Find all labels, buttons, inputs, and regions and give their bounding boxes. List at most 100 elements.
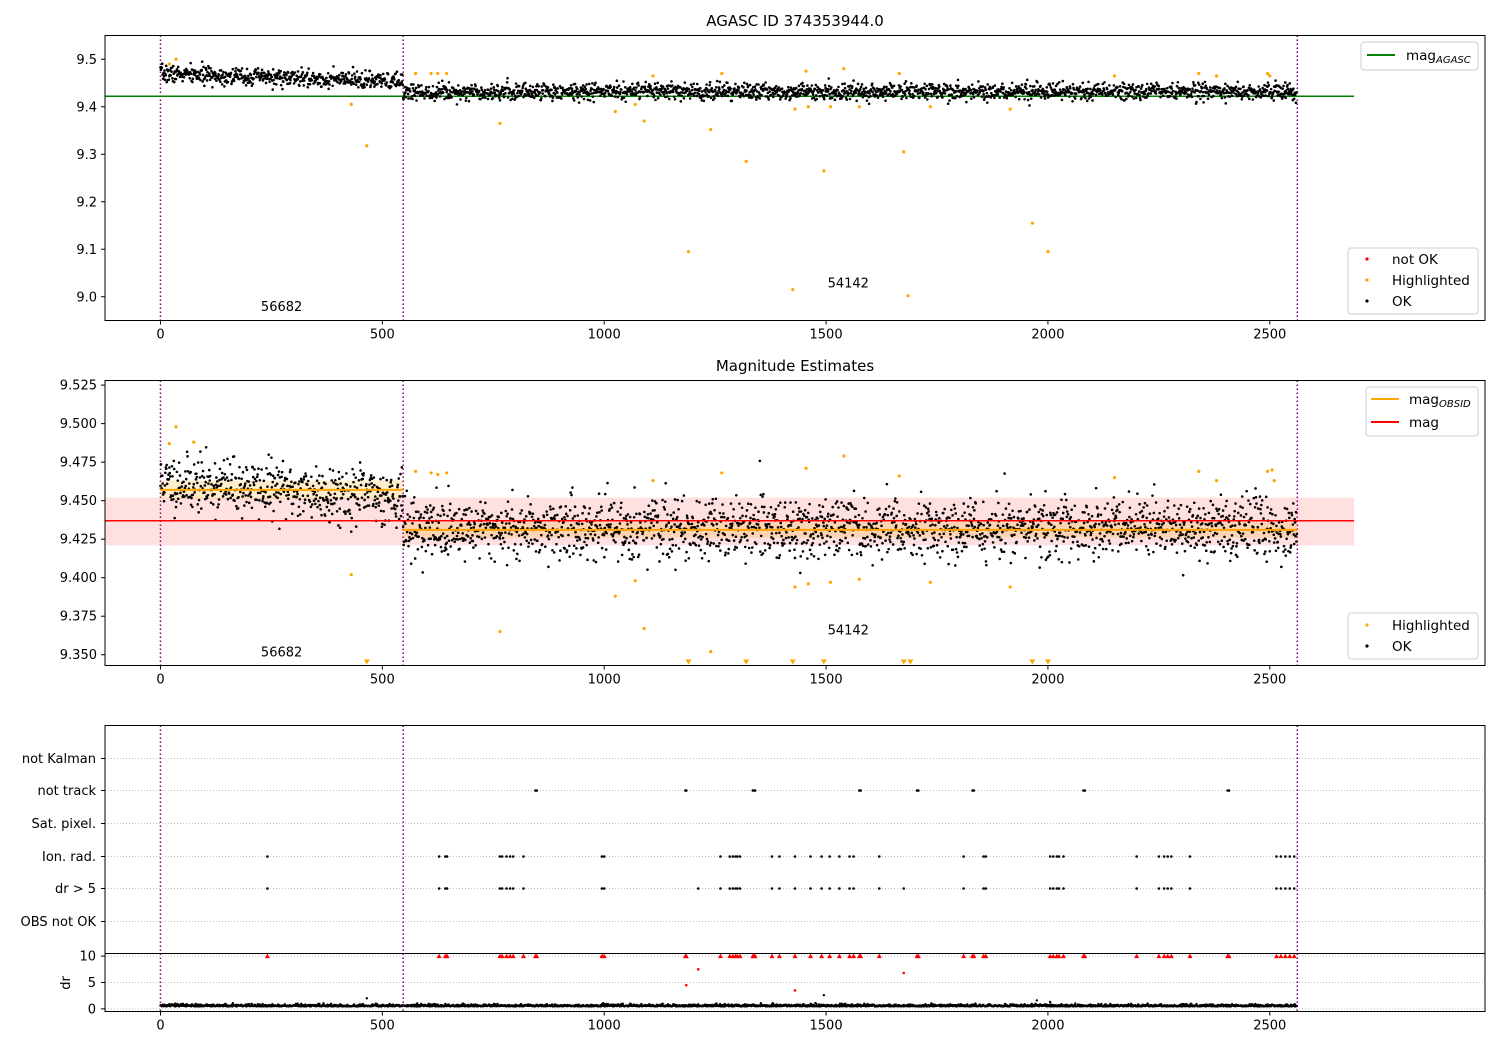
ok-point bbox=[1041, 514, 1045, 518]
ok-point bbox=[285, 477, 289, 481]
ok-point bbox=[556, 87, 560, 90]
ok-point bbox=[505, 563, 509, 567]
ok-point bbox=[679, 100, 683, 103]
ok-point bbox=[861, 95, 865, 99]
ok-point bbox=[707, 559, 711, 563]
x-tick-label: 2500 bbox=[1253, 328, 1286, 343]
ok-point bbox=[683, 531, 687, 534]
ok-point bbox=[710, 512, 713, 516]
ok-point bbox=[608, 526, 612, 529]
ok-point bbox=[198, 476, 202, 479]
ok-point bbox=[828, 92, 831, 96]
ok-point bbox=[576, 96, 580, 99]
ok-point bbox=[1053, 88, 1057, 91]
ok-point bbox=[1054, 549, 1057, 553]
ok-point bbox=[1025, 87, 1028, 90]
ok-point bbox=[1011, 509, 1014, 513]
ok-point bbox=[827, 84, 831, 88]
ok-point bbox=[561, 86, 564, 90]
ok-point bbox=[636, 555, 640, 559]
ok-point bbox=[368, 69, 372, 73]
ok-point bbox=[270, 456, 273, 459]
ok-point bbox=[389, 478, 393, 482]
ok-point bbox=[559, 549, 562, 553]
ok-point bbox=[318, 73, 322, 76]
ok-point bbox=[755, 98, 758, 101]
ok-point bbox=[182, 490, 186, 493]
ok-point bbox=[1280, 97, 1284, 100]
legend-label-highlighted: Highlighted bbox=[1392, 273, 1470, 289]
ok-point bbox=[907, 532, 910, 536]
ok-point bbox=[1101, 547, 1105, 551]
ok-point bbox=[285, 494, 288, 497]
ok-point bbox=[504, 509, 508, 513]
ok-point bbox=[953, 525, 956, 529]
y-tick-label: 9.2 bbox=[76, 195, 97, 210]
ok-point bbox=[302, 79, 306, 82]
ok-point bbox=[360, 71, 364, 75]
ok-point bbox=[700, 90, 704, 93]
ok-point bbox=[560, 97, 563, 100]
ok-point bbox=[934, 510, 938, 514]
ok-point bbox=[493, 91, 496, 94]
ok-point bbox=[392, 497, 395, 500]
ok-point bbox=[1215, 89, 1219, 92]
ok-point bbox=[951, 548, 955, 551]
highlighted-point bbox=[897, 71, 901, 76]
ok-point bbox=[1112, 496, 1116, 499]
ok-point bbox=[731, 92, 735, 95]
ok-point bbox=[617, 84, 621, 88]
ok-point bbox=[393, 78, 396, 81]
ok-point bbox=[637, 553, 641, 557]
ok-point bbox=[643, 515, 647, 519]
ok-point bbox=[721, 85, 724, 89]
ok-point bbox=[1124, 530, 1127, 534]
ok-point bbox=[567, 533, 570, 537]
ok-point bbox=[184, 470, 187, 473]
ok-point bbox=[1143, 523, 1146, 526]
ok-point bbox=[1021, 522, 1024, 525]
ok-point bbox=[888, 535, 892, 538]
ok-point bbox=[583, 533, 587, 536]
ok-point bbox=[492, 526, 496, 530]
ok-point bbox=[767, 522, 771, 526]
ok-point bbox=[935, 543, 939, 547]
ok-point bbox=[767, 511, 771, 515]
ok-point bbox=[650, 521, 653, 525]
ok-point bbox=[993, 96, 996, 100]
ok-point bbox=[727, 90, 731, 94]
ok-point bbox=[663, 508, 667, 511]
ok-point bbox=[983, 86, 987, 89]
ok-point bbox=[589, 532, 592, 536]
ok-point bbox=[1157, 522, 1161, 526]
ok-point bbox=[314, 502, 317, 506]
ok-point bbox=[330, 512, 334, 516]
ok-point bbox=[707, 502, 711, 505]
panel-1-y-axis: 9.09.19.29.39.49.5 bbox=[76, 53, 105, 305]
ok-point bbox=[279, 83, 283, 87]
ok-point bbox=[429, 91, 433, 95]
ok-point bbox=[734, 82, 737, 86]
ok-point bbox=[1272, 99, 1276, 102]
ok-point bbox=[997, 535, 1001, 539]
ok-point bbox=[955, 94, 959, 98]
ok-point bbox=[1193, 84, 1197, 87]
ok-point bbox=[561, 534, 564, 538]
ok-point bbox=[727, 539, 731, 543]
ok-point bbox=[295, 495, 298, 499]
ok-point bbox=[882, 530, 885, 534]
ok-point bbox=[717, 530, 721, 534]
ok-point bbox=[820, 515, 824, 519]
ok-point bbox=[762, 511, 766, 514]
ok-point bbox=[1189, 92, 1193, 96]
ok-point bbox=[533, 521, 537, 524]
ok-point bbox=[352, 480, 355, 484]
ok-point bbox=[956, 526, 959, 530]
ok-point bbox=[1041, 509, 1045, 512]
ok-point bbox=[680, 499, 684, 503]
ok-point bbox=[1157, 84, 1161, 88]
ok-point bbox=[510, 508, 514, 511]
ok-point bbox=[886, 531, 890, 535]
ok-point bbox=[448, 508, 452, 512]
ok-point bbox=[1178, 523, 1182, 526]
